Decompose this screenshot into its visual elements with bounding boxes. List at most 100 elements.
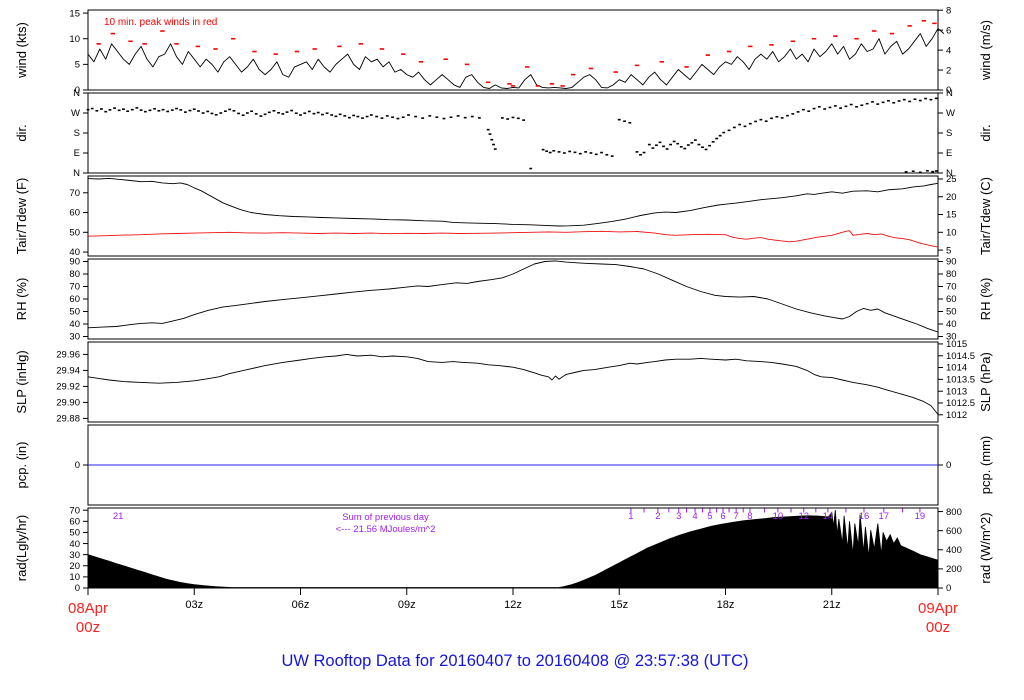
temperature-left-axis-title: Tair/Tdew (F) <box>14 178 29 255</box>
rh-left-tick-label: 80 <box>69 269 80 280</box>
slp-right-tick-label: 1015 <box>946 339 967 350</box>
direction-dot <box>449 116 453 119</box>
direction-dot <box>232 109 236 112</box>
direction-dot <box>545 150 549 153</box>
direction-dot <box>365 115 369 118</box>
slp-right-tick-label: 1013 <box>946 386 967 397</box>
direction-dot <box>488 133 492 135</box>
direction-dot <box>679 145 683 148</box>
direction-dot <box>617 118 621 121</box>
direction-dot <box>391 116 394 119</box>
dir-panel-border <box>87 92 939 174</box>
wind-right-axis-title: wind (m/s) <box>978 20 993 81</box>
pcp-right-tick-label: 0 <box>946 460 951 471</box>
direction-dot <box>267 111 271 114</box>
peak-wind-dash <box>110 32 115 35</box>
peak-wind-dash <box>932 22 937 25</box>
rad-left-tick-label: 40 <box>69 539 80 550</box>
direction-dot <box>676 142 680 145</box>
temperature-tair-series <box>87 177 939 227</box>
direction-dot <box>117 109 121 112</box>
peak-wind-dash <box>790 40 795 43</box>
direction-dot <box>201 112 205 114</box>
direction-dot <box>442 117 446 120</box>
cumulative-mj-label: 14 <box>823 511 834 522</box>
direction-dot <box>934 170 938 172</box>
direction-dot <box>704 148 708 151</box>
temperature-left-tick-label: 50 <box>69 227 80 238</box>
direction-dot <box>294 112 298 115</box>
direction-dot <box>352 114 356 117</box>
direction-dot <box>157 109 161 112</box>
temperature-left-tick-label: 70 <box>69 188 80 199</box>
peak-wind-dash <box>464 63 470 66</box>
peak-wind-dash <box>921 19 927 22</box>
direction-dot <box>380 117 384 119</box>
direction-dot <box>428 115 432 117</box>
temperature-right-tick-label: 25 <box>946 174 957 185</box>
wind-left-axis: 0 5 10 15 <box>69 8 88 96</box>
slp-right-tick-label: 1012.5 <box>946 398 975 409</box>
peak-wind-dash <box>418 60 424 63</box>
direction-dot <box>908 100 912 103</box>
peak-wind-dash <box>174 43 179 45</box>
slp-sea-level-pressure-series <box>87 353 939 415</box>
direction-dot <box>686 144 690 146</box>
direction-dot <box>456 115 460 117</box>
wind-right-tick-label: 0 <box>946 85 951 96</box>
rad-left-tick-label: 20 <box>69 561 80 572</box>
rad-annotation: <--- 21.56 MJoules/m^2 <box>336 524 436 535</box>
direction-dot <box>865 102 869 105</box>
rh-right-tick-label: 50 <box>946 307 957 318</box>
rad-solar-radiation-series <box>87 510 939 589</box>
direction-dot <box>833 105 837 107</box>
slp-right-tick-label: 1014 <box>946 363 967 374</box>
direction-dot <box>139 109 143 111</box>
direction-dot <box>658 141 662 144</box>
cumulative-mj-label: 7 <box>733 511 738 522</box>
peak-wind-dash <box>142 43 147 45</box>
peak-wind-dash <box>486 81 491 84</box>
peak-wind-dash <box>634 64 640 67</box>
rh-left-tick-label: 90 <box>69 257 80 268</box>
wind-wind-speed-series <box>87 28 945 89</box>
direction-dot <box>245 112 249 114</box>
rad-left-tick-label: 30 <box>69 550 80 561</box>
direction-dot <box>743 125 747 128</box>
direction-dot <box>655 144 658 147</box>
direction-dot <box>153 107 156 110</box>
cumulative-mj-label: 5 <box>707 511 712 522</box>
temperature-left-tick-label: 40 <box>69 247 80 258</box>
rad-right-tick-label: 0 <box>946 583 951 594</box>
peak-wind-dash <box>507 83 512 85</box>
peak-wind-dash <box>252 50 257 53</box>
direction-dot <box>562 152 566 154</box>
wind-annotation: 10 min. peak winds in red <box>104 17 217 28</box>
dir-left-axis-title: dir. <box>14 124 29 141</box>
time-tick-label: 21z <box>823 599 841 611</box>
rad-cumulative-ticks <box>630 508 921 513</box>
direction-dot <box>718 134 722 137</box>
direction-dot <box>775 115 779 118</box>
direction-dot <box>325 112 329 115</box>
rh-panel-border <box>87 258 939 340</box>
peak-wind-dash <box>312 48 317 50</box>
dir-left-tick-label: N <box>73 88 80 99</box>
peak-wind-dash <box>833 35 838 37</box>
rh-left-tick-label: 60 <box>69 294 80 305</box>
peak-wind-dash <box>889 32 895 35</box>
direction-dot <box>463 116 467 119</box>
temperature-right-tick-label: 15 <box>946 210 957 221</box>
direction-dot <box>665 148 669 150</box>
direction-dot <box>175 107 178 110</box>
direction-dot <box>148 109 152 112</box>
peak-wind-dash <box>684 66 689 68</box>
rh-relative-humidity-series <box>87 260 939 333</box>
pcp-left-axis-title: pcp. (in) <box>14 442 29 489</box>
temperature-right-tick-label: 20 <box>946 192 957 203</box>
dir-right-tick-label: N <box>946 168 953 179</box>
direction-dot <box>697 143 701 146</box>
direction-dot <box>892 101 896 104</box>
